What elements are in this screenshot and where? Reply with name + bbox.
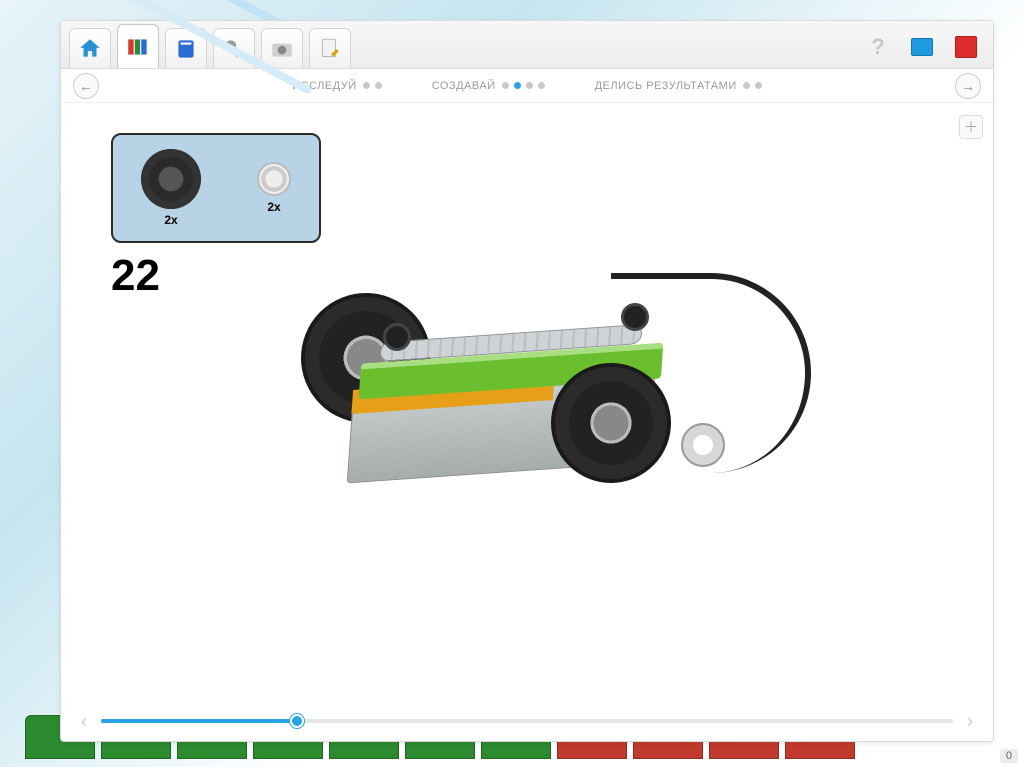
stop-icon [955, 36, 977, 58]
home-button[interactable] [69, 28, 111, 68]
book-icon [173, 36, 199, 62]
parts-callout: 2x 2x [111, 133, 321, 243]
camera-icon [269, 36, 295, 62]
instruction-canvas: 2x 2x 22 [61, 103, 993, 701]
next-page-button[interactable]: → [955, 73, 981, 99]
page-slider[interactable] [101, 719, 953, 723]
book-button[interactable] [165, 28, 207, 68]
slider-prev[interactable]: ‹ [81, 711, 87, 732]
phase-label: ИССЛЕДУЙ [292, 80, 356, 92]
hub-icon [257, 162, 291, 196]
wheel-icon [551, 363, 671, 483]
main-toolbar: ? [61, 21, 993, 69]
camera-button[interactable] [261, 28, 303, 68]
screen-icon [911, 38, 933, 56]
part-hub: 2x [257, 162, 291, 214]
stop-button[interactable] [951, 32, 981, 62]
screen-button[interactable] [907, 32, 937, 62]
knob-icon [621, 303, 649, 331]
slider-thumb[interactable] [290, 714, 304, 728]
note-icon [317, 36, 343, 62]
library-button[interactable] [117, 24, 159, 68]
help-icon: ? [871, 34, 884, 60]
motor-icon [681, 423, 725, 467]
part-qty: 2x [267, 200, 280, 214]
phase-label: ДЕЛИСЬ РЕЗУЛЬТАТАМИ [595, 80, 737, 92]
page-slider-row: ‹ › [61, 701, 993, 741]
knob-icon [383, 323, 411, 351]
phase-explore[interactable]: ИССЛЕДУЙ [292, 80, 381, 92]
part-tire: 2x [141, 149, 201, 227]
corner-counter: 0 [1000, 749, 1018, 763]
app-window: ? ← ИССЛЕДУЙ СОЗДАВАЙ ДЕЛИСЬ РЕЗУЛЬТАТАМ… [60, 20, 994, 742]
help-button[interactable]: ? [863, 32, 893, 62]
part-qty: 2x [164, 213, 177, 227]
progress-nav: ← ИССЛЕДУЙ СОЗДАВАЙ ДЕЛИСЬ РЕЗУЛЬТАТАМИ … [61, 69, 993, 103]
library-icon [125, 34, 151, 60]
gears-icon [221, 36, 247, 62]
tire-icon [141, 149, 201, 209]
phase-share[interactable]: ДЕЛИСЬ РЕЗУЛЬТАТАМИ [595, 80, 762, 92]
phase-label: СОЗДАВАЙ [432, 80, 496, 92]
model-illustration [301, 233, 781, 553]
gears-button[interactable] [213, 28, 255, 68]
prev-page-button[interactable]: ← [73, 73, 99, 99]
phase-steps: ИССЛЕДУЙ СОЗДАВАЙ ДЕЛИСЬ РЕЗУЛЬТАТАМИ [107, 80, 947, 92]
note-button[interactable] [309, 28, 351, 68]
slider-next[interactable]: › [967, 711, 973, 732]
home-icon [77, 36, 103, 62]
phase-create[interactable]: СОЗДАВАЙ [432, 80, 545, 92]
